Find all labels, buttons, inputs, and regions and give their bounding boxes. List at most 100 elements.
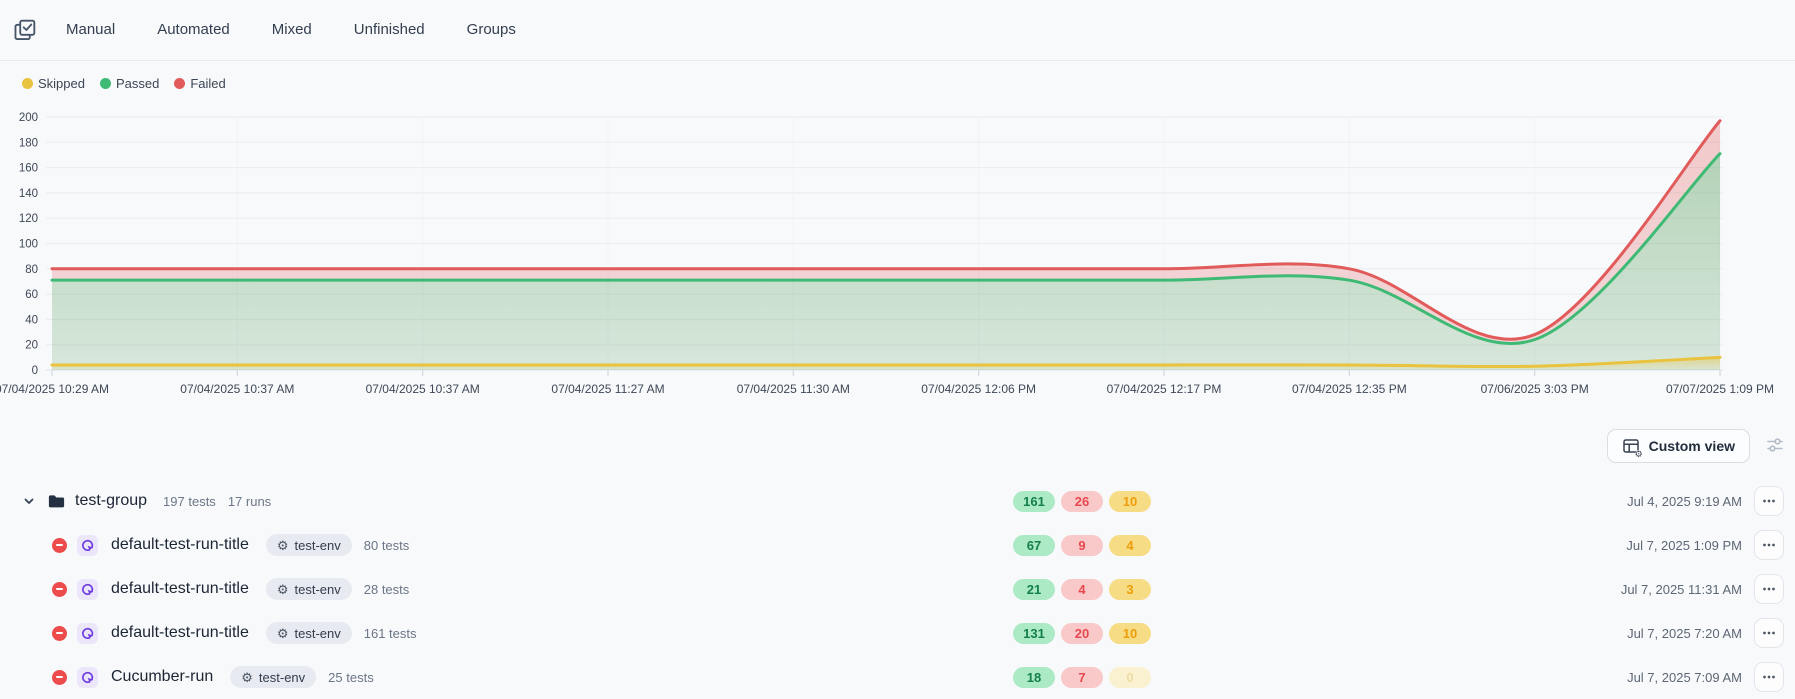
tab-groups[interactable]: Groups — [467, 0, 516, 60]
gear-icon: ⚙ — [241, 669, 253, 685]
passed-badge: 67 — [1013, 534, 1055, 556]
svg-text:160: 160 — [19, 163, 38, 175]
custom-view-button[interactable]: ⚙ Custom view — [1606, 429, 1750, 463]
runs-list: test-group 197 tests 17 runs 161 26 10 J… — [0, 479, 1795, 699]
passed-badge: 161 — [1013, 490, 1055, 512]
tests-count: 80 tests — [363, 537, 410, 553]
more-button[interactable] — [1754, 574, 1784, 604]
failed-badge: 26 — [1061, 490, 1103, 512]
tab-unfinished[interactable]: Unfinished — [354, 0, 425, 60]
result-badges: 18 7 0 — [1013, 666, 1151, 688]
automation-icon — [77, 622, 98, 644]
environment-pill: ⚙ test-env — [265, 622, 352, 644]
environment-label: test-env — [294, 581, 341, 597]
legend-item-passed[interactable]: Passed — [99, 75, 160, 91]
environment-pill: ⚙ test-env — [265, 534, 352, 556]
legend-item-skipped[interactable]: Skipped — [22, 76, 85, 91]
more-button[interactable] — [1754, 662, 1784, 692]
failed-badge: 20 — [1061, 622, 1103, 644]
automation-icon — [77, 666, 98, 688]
result-badges: 161 26 10 — [1013, 490, 1151, 512]
test-run-row[interactable]: default-test-run-title ⚙ test-env 80 tes… — [0, 523, 1795, 567]
tab-bar: Manual Automated Mixed Unfinished Groups — [0, 0, 1795, 61]
tab-automated[interactable]: Automated — [157, 0, 230, 60]
svg-text:07/06/2025 3:03 PM: 07/06/2025 3:03 PM — [1481, 382, 1589, 396]
svg-text:07/07/2025 1:09 PM: 07/07/2025 1:09 PM — [1666, 382, 1774, 396]
gear-icon: ⚙ — [276, 581, 289, 597]
tab-manual[interactable]: Manual — [66, 0, 115, 60]
result-badges: 131 20 10 — [1013, 622, 1151, 644]
svg-text:07/04/2025 10:29 AM: 07/04/2025 10:29 AM — [0, 382, 109, 396]
run-title[interactable]: default-test-run-title — [111, 580, 249, 597]
skipped-badge: 4 — [1109, 534, 1151, 556]
environment-pill: ⚙ test-env — [230, 666, 317, 688]
results-chart-container: 0 20 40 60 80 100 120 140 160 180 200 07/04/2025 10… — [0, 97, 1795, 403]
run-title[interactable]: Cucumber-run — [111, 668, 214, 685]
run-date: Jul 7, 2025 1:09 PM — [1626, 537, 1742, 553]
group-tests-count: 197 tests — [163, 493, 216, 509]
svg-text:07/04/2025 11:30 AM: 07/04/2025 11:30 AM — [737, 382, 850, 396]
skipped-badge: 3 — [1109, 578, 1151, 600]
failed-badge: 4 — [1061, 578, 1103, 600]
svg-text:100: 100 — [19, 239, 38, 251]
tab-mixed[interactable]: Mixed — [272, 0, 312, 60]
svg-text:200: 200 — [19, 112, 38, 124]
gear-icon: ⚙ — [276, 625, 289, 641]
svg-text:07/04/2025 12:35 PM: 07/04/2025 12:35 PM — [1292, 382, 1407, 396]
test-run-row[interactable]: default-test-run-title ⚙ test-env 161 te… — [0, 611, 1795, 655]
tests-count: 161 tests — [363, 625, 417, 641]
sliders-icon — [1765, 435, 1785, 458]
test-run-row[interactable]: Cucumber-run ⚙ test-env 25 tests 18 7 0 … — [0, 655, 1795, 699]
custom-view-label: Custom view — [1648, 438, 1735, 454]
legend-dot — [22, 77, 33, 89]
legend-label: Passed — [115, 75, 160, 91]
failed-badge: 7 — [1061, 666, 1103, 688]
test-group-row[interactable]: test-group 197 tests 17 runs 161 26 10 J… — [0, 479, 1795, 523]
svg-text:0: 0 — [32, 365, 38, 377]
status-stopped-icon — [52, 669, 67, 685]
result-badges: 21 4 3 — [1013, 578, 1151, 600]
legend-item-failed[interactable]: Failed — [174, 75, 226, 91]
passed-badge: 21 — [1013, 578, 1055, 600]
results-chart: 0 20 40 60 80 100 120 140 160 180 200 07/04/2025 10… — [0, 112, 1774, 396]
svg-text:07/04/2025 11:27 AM: 07/04/2025 11:27 AM — [551, 382, 664, 396]
skipped-badge: 10 — [1109, 622, 1151, 644]
test-run-row[interactable]: default-test-run-title ⚙ test-env 28 tes… — [0, 567, 1795, 611]
filter-sliders-button[interactable] — [1765, 435, 1785, 458]
svg-text:07/04/2025 12:17 PM: 07/04/2025 12:17 PM — [1107, 382, 1222, 396]
run-date: Jul 7, 2025 7:20 AM — [1627, 625, 1742, 641]
environment-label: test-env — [258, 669, 306, 685]
run-title[interactable]: default-test-run-title — [111, 624, 249, 641]
chart-legend: Skipped Passed Failed — [0, 61, 1795, 93]
svg-text:180: 180 — [19, 137, 38, 149]
more-button[interactable] — [1754, 618, 1784, 648]
group-name[interactable]: test-group — [75, 492, 148, 509]
legend-label: Skipped — [38, 75, 85, 91]
list-toolbar: ⚙ Custom view — [0, 403, 1795, 463]
svg-text:07/04/2025 10:37 AM: 07/04/2025 10:37 AM — [180, 382, 294, 396]
run-date: Jul 7, 2025 11:31 AM — [1620, 581, 1742, 597]
legend-dot — [174, 77, 186, 89]
passed-badge: 131 — [1013, 622, 1055, 644]
failed-badge: 9 — [1061, 534, 1103, 556]
legend-label: Failed — [190, 75, 226, 91]
status-stopped-icon — [52, 625, 67, 641]
tests-count: 25 tests — [328, 669, 374, 685]
skipped-badge: 10 — [1109, 490, 1151, 512]
svg-text:07/04/2025 10:37 AM: 07/04/2025 10:37 AM — [366, 382, 480, 396]
more-button[interactable] — [1754, 530, 1784, 560]
legend-dot — [99, 77, 111, 89]
environment-pill: ⚙ test-env — [265, 578, 352, 600]
environment-label: test-env — [294, 537, 341, 553]
automation-icon — [77, 534, 98, 556]
passed-badge: 18 — [1013, 666, 1055, 688]
tests-count: 28 tests — [363, 581, 410, 597]
run-date: Jul 4, 2025 9:19 AM — [1627, 493, 1742, 509]
run-title[interactable]: default-test-run-title — [111, 536, 249, 553]
svg-text:07/04/2025 12:06 PM: 07/04/2025 12:06 PM — [921, 382, 1036, 396]
svg-text:20: 20 — [25, 340, 38, 352]
chevron-down-icon[interactable] — [22, 494, 36, 508]
more-button[interactable] — [1754, 486, 1784, 516]
svg-text:60: 60 — [25, 289, 38, 301]
svg-text:40: 40 — [25, 314, 38, 326]
